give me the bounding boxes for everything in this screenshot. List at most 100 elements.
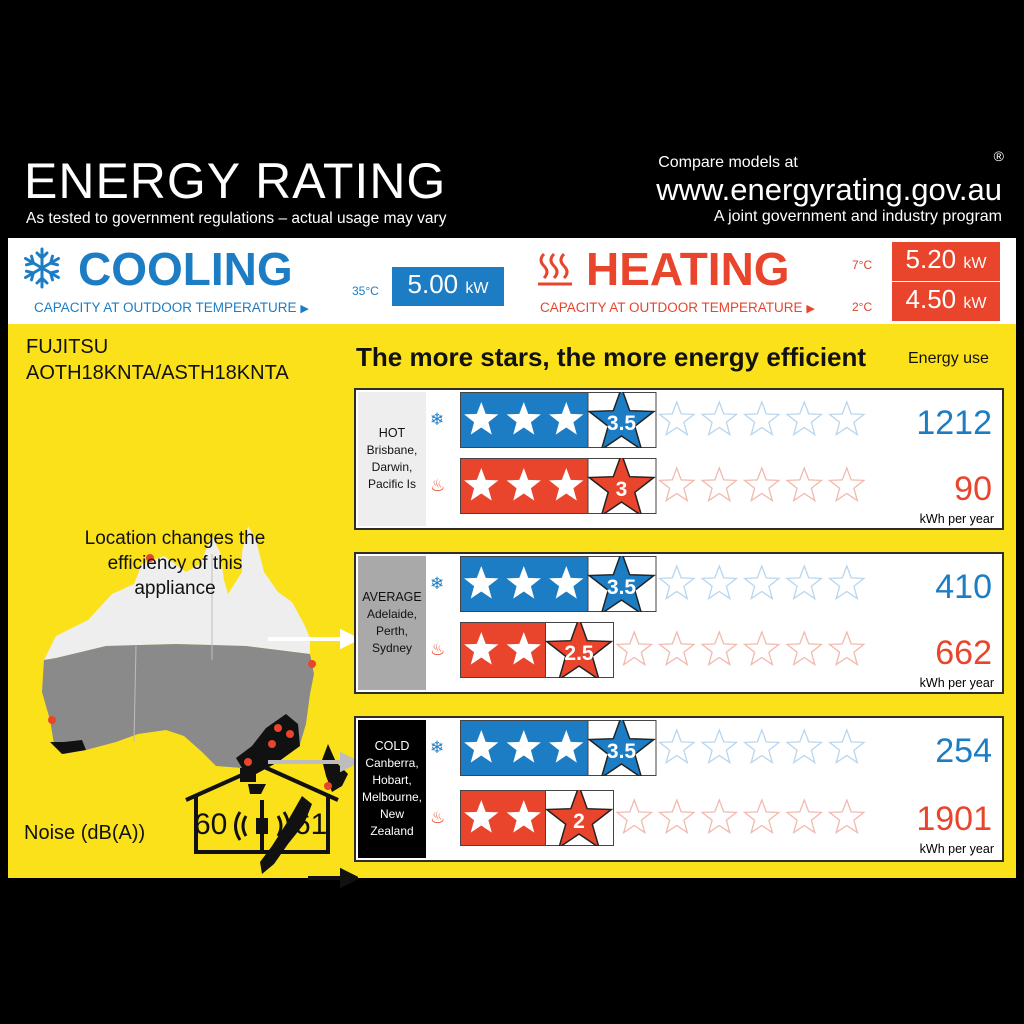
energy-unit: kWh per year	[919, 512, 994, 526]
heating-star-rating: 3	[460, 458, 866, 514]
empty-star	[657, 728, 696, 765]
filled-star	[549, 402, 584, 435]
empty-star	[827, 728, 866, 765]
title-banner: ENERGY RATING As tested to government re…	[8, 142, 1016, 238]
heating-temp-2: 2°C	[852, 300, 873, 314]
brand-name: FUJITSU	[26, 336, 109, 358]
zone-label-cold: COLD Canberra, Hobart, Melbourne, New Ze…	[358, 720, 426, 858]
noise-label: Noise (dB(A))	[24, 822, 146, 844]
filled-star	[549, 730, 584, 763]
rating-value: 3.5	[607, 576, 637, 599]
empty-star	[742, 466, 781, 503]
heat-waves-icon	[538, 252, 572, 286]
heating-capacity-value-2: 4.50 kW	[892, 282, 1000, 321]
filled-star	[464, 800, 499, 833]
map-cold-zone-south-west	[50, 740, 86, 754]
filled-star	[464, 730, 499, 763]
filled-star	[506, 730, 541, 763]
empty-star	[827, 630, 866, 667]
model-number: AOTH18KNTA/ASTH18KNTA	[26, 362, 289, 384]
empty-star	[615, 630, 654, 667]
heat-waves-icon: ♨	[430, 640, 446, 659]
snowflake-icon: ❄	[430, 410, 445, 429]
snowflake-icon: ❄	[430, 738, 445, 757]
noise-indoor-value: 60	[194, 808, 228, 841]
cooling-energy-use: 254	[935, 732, 992, 770]
empty-star	[657, 798, 696, 835]
zone-label-average: AVERAGE Adelaide, Perth, Sydney	[358, 556, 426, 690]
website-link[interactable]: www.energyrating.gov.au	[656, 172, 1002, 207]
empty-star	[742, 728, 781, 765]
empty-star	[827, 564, 866, 601]
filled-star	[506, 468, 541, 501]
empty-star	[742, 400, 781, 437]
empty-star	[700, 728, 739, 765]
snowflake-icon	[24, 247, 60, 289]
heating-capacity-value-7: 5.20 kW	[892, 242, 1000, 281]
filled-star	[506, 566, 541, 599]
cooling-energy-use: 410	[935, 568, 992, 606]
empty-star	[785, 798, 824, 835]
empty-star	[742, 630, 781, 667]
zone-arrows	[268, 628, 358, 889]
rating-star	[587, 556, 656, 612]
energy-use-heading: Energy use	[908, 350, 989, 367]
heat-waves-icon: ♨	[430, 808, 446, 827]
rating-value: 2	[573, 810, 585, 833]
map-tasmania	[248, 784, 266, 794]
cooling-star-rating: 3.5	[460, 392, 866, 448]
empty-star	[785, 466, 824, 503]
energy-unit: kWh per year	[919, 676, 994, 690]
empty-star	[785, 564, 824, 601]
empty-star	[827, 798, 866, 835]
filled-star	[464, 566, 499, 599]
empty-star	[615, 798, 654, 835]
filled-star	[549, 468, 584, 501]
heating-temp-7: 7°C	[852, 258, 873, 272]
map-caption: Location changes the efficiency of this …	[84, 528, 266, 599]
empty-star	[785, 400, 824, 437]
empty-star	[785, 630, 824, 667]
cooling-heading: COOLING	[78, 243, 293, 295]
heating-heading: HEATING	[586, 243, 790, 295]
rating-value: 3	[616, 478, 628, 501]
zone-panel-average: AVERAGE Adelaide, Perth, Sydney ❄ ♨ 3.5 …	[354, 552, 1004, 694]
filled-star	[464, 402, 499, 435]
empty-star	[657, 466, 696, 503]
filled-star	[464, 468, 499, 501]
map-average-zone	[42, 644, 314, 774]
empty-star	[657, 564, 696, 601]
rating-star	[544, 790, 614, 846]
empty-star	[657, 630, 696, 667]
australia-nz-map	[42, 526, 348, 794]
rating-value: 2.5	[564, 642, 594, 665]
heating-energy-use: 662	[935, 634, 992, 672]
heating-star-rating: 2.5	[460, 622, 866, 678]
filled-star	[506, 632, 541, 665]
cooling-capacity-caption: CAPACITY AT OUTDOOR TEMPERATURE ▶	[34, 300, 309, 315]
capacity-bar: COOLING CAPACITY AT OUTDOOR TEMPERATURE …	[8, 238, 1016, 324]
label-title: ENERGY RATING	[24, 153, 447, 209]
snowflake-icon: ❄	[430, 574, 445, 593]
empty-star	[742, 564, 781, 601]
map-hot-zone	[44, 526, 310, 660]
heating-energy-use: 90	[954, 470, 992, 508]
rating-value: 3.5	[607, 412, 637, 435]
filled-star	[464, 632, 499, 665]
house-speaker-icon	[185, 763, 339, 854]
rating-value: 3.5	[607, 740, 637, 763]
zone-panel-cold: COLD Canberra, Hobart, Melbourne, New Ze…	[354, 716, 1004, 862]
compare-text: Compare models at	[658, 154, 798, 171]
empty-star	[700, 466, 739, 503]
zone-label-hot: HOT Brisbane, Darwin, Pacific Is	[358, 392, 426, 526]
empty-star	[700, 564, 739, 601]
rating-star	[544, 622, 614, 678]
heat-waves-icon: ♨	[430, 476, 446, 495]
cooling-star-rating: 3.5	[460, 720, 866, 776]
star-headline: The more stars, the more energy efficien…	[356, 342, 867, 372]
rating-star	[587, 720, 656, 776]
noise-outdoor-value: 61	[294, 808, 328, 841]
filled-star	[506, 800, 541, 833]
energy-rating-label: ENERGY RATING As tested to government re…	[8, 142, 1016, 889]
heating-star-rating: 2	[460, 790, 866, 846]
